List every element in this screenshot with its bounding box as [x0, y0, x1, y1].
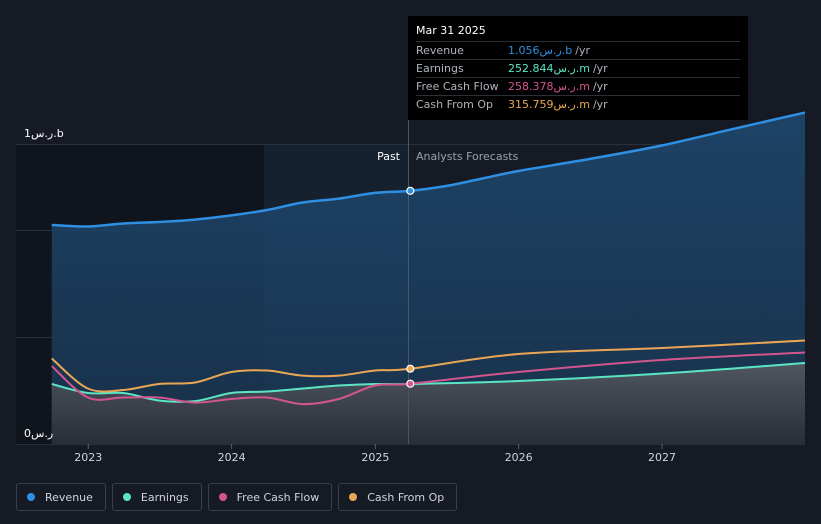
revenue-marker	[406, 186, 415, 195]
tooltip-label: Revenue	[416, 44, 464, 57]
legend-dot-icon	[349, 493, 358, 501]
tooltip-row-revenue: Revenue 1.056ر.س.b /yr	[416, 42, 740, 60]
tooltip-date: Mar 31 2025	[416, 23, 740, 42]
tooltip: Mar 31 2025 Revenue 1.056ر.س.b /yr Earni…	[408, 16, 748, 120]
tooltip-unit: /yr	[592, 80, 608, 93]
tooltip-unit: /yr	[575, 44, 590, 57]
tooltip-label: Cash From Op	[416, 98, 494, 111]
legend-label: Revenue	[45, 490, 93, 504]
tooltip-row-cash-from-op: Cash From Op 315.759ر.س.m /yr	[416, 96, 740, 113]
free-cash-flow-marker	[406, 379, 415, 388]
legend-dot-icon	[218, 493, 227, 501]
series-lines	[51, 111, 806, 406]
legend-item-cash-from-op[interactable]: Cash From Op	[338, 483, 458, 511]
tooltip-label: Free Cash Flow	[416, 80, 499, 93]
x-tick-label: 2027	[648, 451, 676, 464]
cash-from-op-marker	[406, 364, 415, 373]
forecast-label: Analysts Forecasts	[416, 150, 519, 163]
legend-item-revenue[interactable]: Revenue	[16, 483, 106, 511]
x-tick-label: 2025	[361, 451, 389, 464]
series-areas	[51, 112, 806, 445]
cash-from-op-line	[51, 339, 806, 393]
legend-dot-icon	[122, 493, 131, 501]
tooltip-value: 1.056ر.س.b	[508, 44, 573, 57]
tooltip-row-earnings: Earnings 252.844ر.س.m /yr	[416, 60, 740, 78]
chart-area: 1ر.س.b 0ر.س Past Analysts Forecasts 2023…	[16, 111, 806, 464]
earnings-area	[51, 363, 806, 444]
x-axis: 2023 2024 2025 2026 2027	[74, 444, 676, 464]
tooltip-value: 258.378ر.س.m	[508, 80, 590, 93]
tooltip-label: Earnings	[416, 62, 464, 75]
legend-item-free-cash-flow[interactable]: Free Cash Flow	[207, 483, 333, 511]
legend-dot-icon	[27, 493, 35, 501]
tooltip-unit: /yr	[592, 62, 608, 75]
hover-markers	[406, 186, 415, 388]
tooltip-value: 315.759ر.س.m	[508, 98, 590, 111]
earnings-line	[51, 362, 806, 403]
past-label: Past	[377, 150, 401, 163]
legend-label: Free Cash Flow	[236, 490, 320, 504]
legend-label: Cash From Op	[367, 490, 445, 504]
legend-item-earnings[interactable]: Earnings	[111, 483, 202, 511]
free-cash-flow-line	[51, 351, 806, 406]
x-tick-label: 2026	[505, 451, 533, 464]
legend: Revenue Earnings Free Cash Flow Cash Fro…	[16, 483, 458, 511]
revenue-area	[51, 112, 806, 445]
tooltip-unit: /yr	[592, 98, 608, 111]
x-tick-label: 2023	[74, 451, 102, 464]
tooltip-value: 252.844ر.س.m	[508, 62, 590, 75]
legend-label: Earnings	[140, 490, 189, 504]
y-axis-top-label: 1ر.س.b	[24, 127, 64, 140]
y-axis-bottom-label: 0ر.س	[24, 427, 53, 440]
revenue-line	[51, 111, 806, 228]
x-tick-label: 2024	[218, 451, 246, 464]
tooltip-row-free-cash-flow: Free Cash Flow 258.378ر.س.m /yr	[416, 78, 740, 96]
